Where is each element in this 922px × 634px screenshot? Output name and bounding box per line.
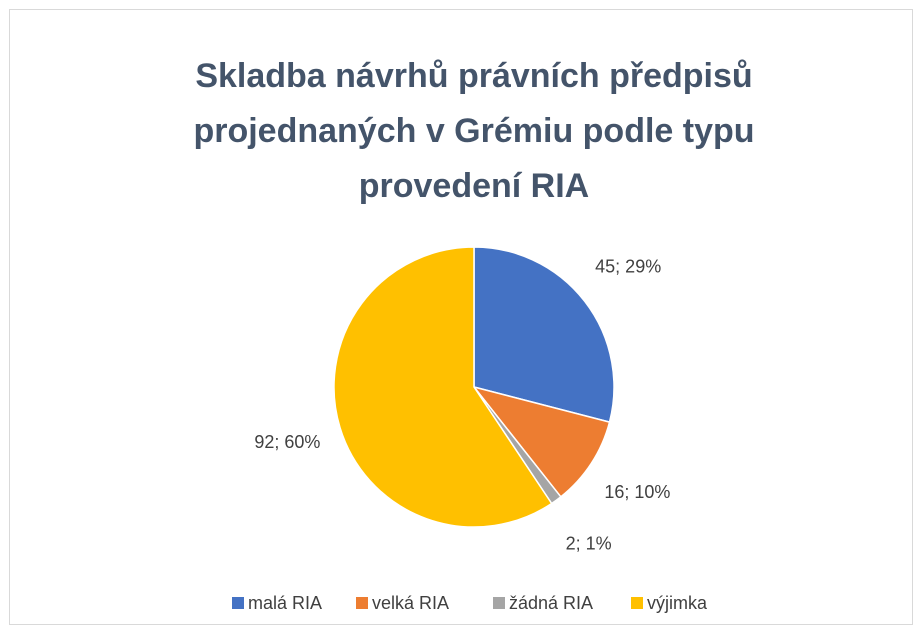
legend-label: malá RIA <box>248 593 322 613</box>
legend-label: žádná RIA <box>509 593 593 613</box>
legend-label: velká RIA <box>372 593 449 613</box>
chart-title: provedení RIA <box>359 167 589 205</box>
chart-title: Skladba návrhů právních předpisů <box>195 57 752 95</box>
legend-swatch <box>356 597 368 609</box>
chart-title: projednaných v Grémiu podle typu <box>193 112 754 150</box>
legend-swatch <box>232 597 244 609</box>
legend-label: výjimka <box>647 593 708 613</box>
pie-slice <box>473 246 615 424</box>
data-label: 2; 1% <box>566 534 612 554</box>
legend-swatch <box>493 597 505 609</box>
pie-slice <box>472 385 611 498</box>
legend-swatch <box>631 597 643 609</box>
pie-slice <box>333 246 553 528</box>
data-label: 45; 29% <box>595 256 661 276</box>
data-label: 92; 60% <box>254 432 320 452</box>
data-label: 16; 10% <box>604 482 670 502</box>
